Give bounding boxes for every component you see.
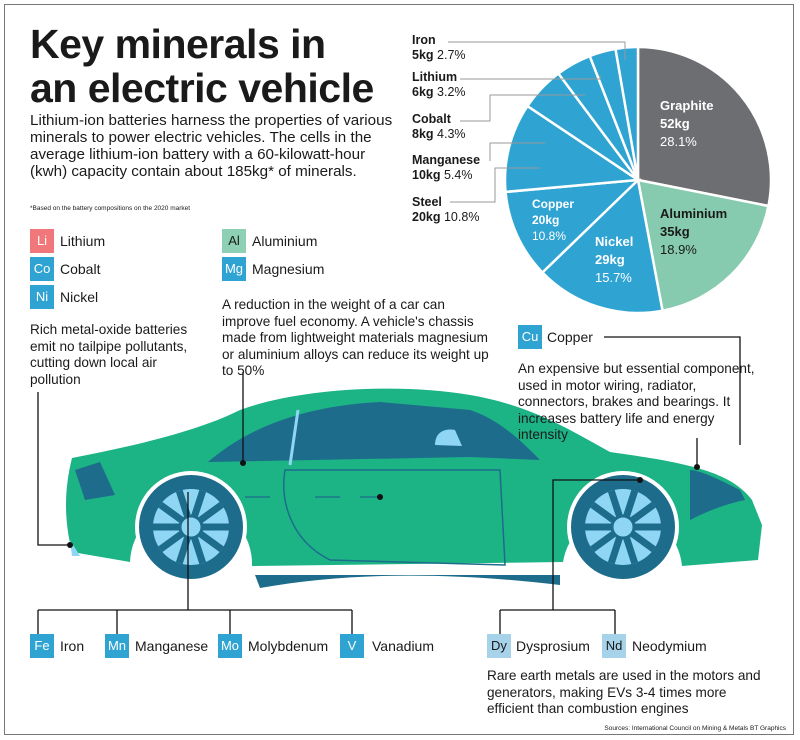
wheel-spoke: [158, 501, 184, 523]
taillight: [75, 462, 115, 500]
pie-slice-aluminium: [636, 178, 770, 313]
sources: Sources: International Council on Mining…: [604, 725, 786, 732]
wheel-spoke: [198, 531, 224, 553]
leader-iron: [448, 41, 626, 60]
chip-label-dysprosium: Dysprosium: [516, 638, 590, 654]
pie-slice-copper: [504, 178, 642, 275]
chip-label-nickel: Nickel: [60, 289, 99, 305]
wheel-spoke: [175, 489, 191, 517]
pie-label-copper: Copper 20kg 10.8%: [532, 197, 574, 243]
wheel-spoke: [590, 501, 616, 523]
copper-callout: [604, 336, 741, 445]
pie-label-cobalt: Cobalt 8kg 4.3%: [412, 112, 466, 141]
wheel-spoke: [623, 489, 639, 517]
copper-description: An expensive but essential component, us…: [518, 361, 755, 442]
headlight: [690, 470, 745, 520]
callout-dots: [67, 460, 700, 548]
chip-label-lithium: Lithium: [60, 233, 106, 249]
window-pillar: [288, 409, 300, 466]
rare-earth-callout: [499, 479, 640, 634]
car-door: [283, 469, 506, 566]
wheel-spokes: [153, 489, 229, 565]
chip-nd: Nd: [602, 634, 626, 658]
wheel-spoke: [191, 489, 207, 517]
chip-label-vanadium: Vanadium: [372, 638, 435, 654]
pie-label-steel: Steel 20kg 10.8%: [412, 195, 480, 224]
chip-label-copper: Copper: [547, 329, 593, 345]
pie-label-graphite: Graphite 52kg 28.1%: [660, 98, 714, 149]
chip-li: Li: [30, 229, 54, 253]
chip-fe: Fe: [30, 634, 54, 658]
chip-dy: Dy: [487, 634, 511, 658]
chip-mg: Mg: [222, 257, 246, 281]
infographic-frame: [4, 4, 794, 735]
pie-slice-iron: [614, 45, 640, 181]
chip-mn: Mn: [105, 634, 129, 658]
pie-label-nickel: Nickel 29kg 15.7%: [595, 234, 634, 285]
rare-earth-description: Rare earth metals are used in the motors…: [487, 668, 761, 716]
rear-wheel: [135, 471, 247, 583]
chip-label-iron: Iron: [60, 638, 85, 654]
side-skirt: [255, 575, 560, 588]
wheel-spoke: [158, 531, 184, 553]
battery-callout: [37, 392, 70, 546]
chip-co: Co: [30, 257, 54, 281]
pie-leader-lines: [448, 41, 626, 203]
pie-label-manganese: Manganese 10kg 5.4%: [412, 153, 481, 182]
pie-slice-nickel: [540, 177, 664, 315]
chip-v: V: [340, 634, 364, 658]
battery-description: Rich metal-oxide batteries emit no tailp…: [30, 322, 188, 387]
leader-steel: [450, 167, 540, 203]
wheel-spoke: [607, 489, 623, 517]
pie-chart: [503, 45, 773, 315]
car-illustration: [66, 388, 762, 588]
wheel-spoke: [191, 537, 207, 565]
chip-label-molybdenum: Molybdenum: [248, 638, 329, 654]
wheel-spoke: [623, 537, 639, 565]
footnote: *Based on the battery compositions on th…: [30, 205, 191, 212]
callout-lines: [37, 336, 741, 634]
chip-ni: Ni: [30, 285, 54, 309]
car-window: [208, 402, 540, 462]
pie-label-iron: Iron 5kg 2.7%: [412, 33, 466, 62]
leader-manganese: [489, 142, 545, 161]
wheel-spokes: [585, 489, 661, 565]
wheel-spoke: [630, 501, 656, 523]
wheel-spoke: [630, 531, 656, 553]
pie-slice-steel: [503, 104, 642, 194]
chassis-description: A reduction in the weight of a car can i…: [222, 297, 489, 378]
page-title: Key minerals in an electric vehicle: [30, 22, 374, 110]
pie-label-lithium: Lithium 6kg 3.2%: [412, 70, 466, 99]
chip-cu: Cu: [518, 325, 542, 349]
chip-al: Al: [222, 229, 246, 253]
chip-label-manganese: Manganese: [135, 638, 209, 654]
wheel-spoke: [175, 537, 191, 565]
chip-mo: Mo: [218, 634, 242, 658]
chip-label-neodymium: Neodymium: [632, 638, 707, 654]
wheel-spoke: [607, 537, 623, 565]
leader-lithium: [460, 75, 601, 80]
pie-slice-graphite: [636, 45, 773, 208]
title-line-2: an electric vehicle: [30, 65, 374, 111]
pie-label-aluminium: Aluminium 35kg 18.9%: [660, 206, 728, 257]
steel-callout: [37, 492, 353, 634]
front-wheel: [567, 471, 679, 583]
wheel-spoke: [198, 501, 224, 523]
chip-label-cobalt: Cobalt: [60, 261, 101, 277]
intro-text: Lithium-ion batteries harness the proper…: [30, 112, 393, 180]
title-line-1: Key minerals in: [30, 21, 326, 67]
chip-label-aluminium: Aluminium: [252, 233, 318, 249]
wheel-spoke: [590, 531, 616, 553]
leader-cobalt: [460, 94, 585, 122]
chip-label-magnesium: Magnesium: [252, 261, 325, 277]
side-mirror-glass: [435, 429, 462, 446]
